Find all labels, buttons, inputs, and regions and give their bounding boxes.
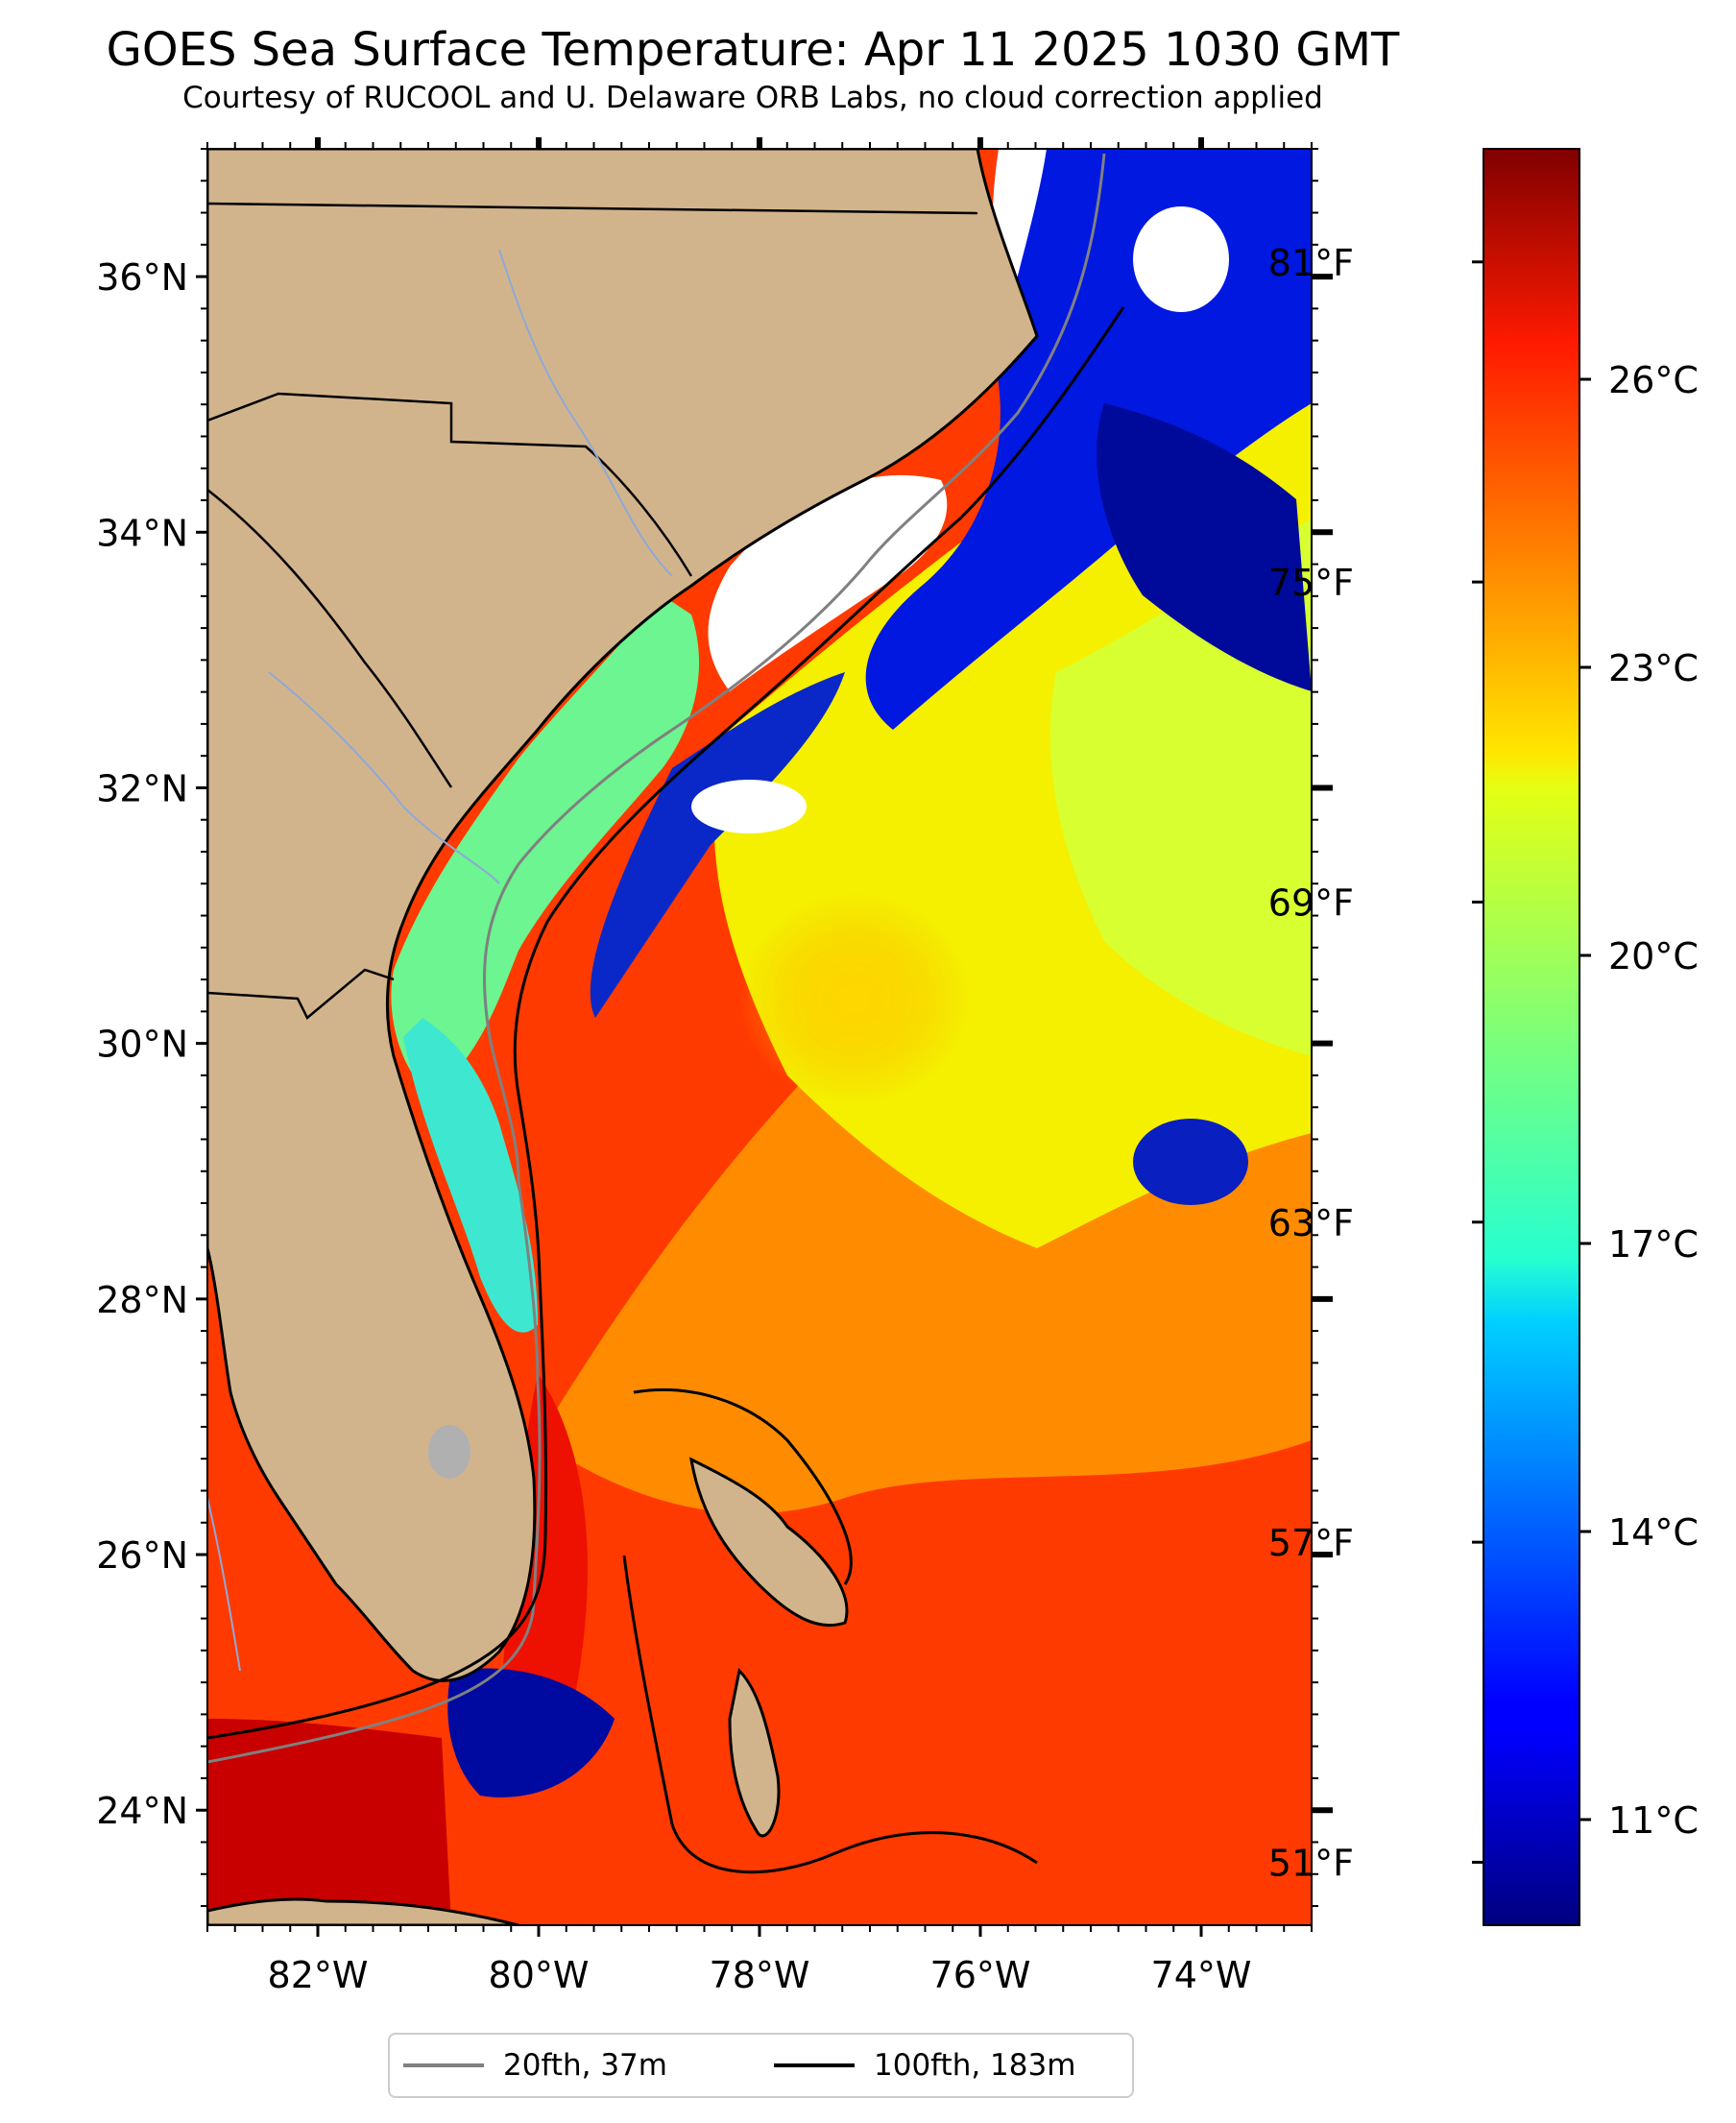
- lat-tick-label: 36°N: [96, 256, 188, 299]
- isobath-bahamas-bank: [622, 1388, 1038, 1874]
- colorbar-f-label: 51°F: [1268, 1842, 1354, 1884]
- lon-tick-label: 80°W: [489, 1954, 590, 1996]
- legend-swatch-20fth: [403, 2063, 484, 2067]
- sst-map: [207, 149, 1312, 1925]
- sst-cold-keys: [447, 1668, 615, 1797]
- legend-item-20fth: 20fth, 37m: [403, 2035, 667, 2096]
- sst-cold-patch-east: [1133, 1119, 1248, 1205]
- colorbar-c-label: 11°C: [1608, 1799, 1699, 1842]
- rivers: [207, 249, 673, 1672]
- legend-swatch-100fth: [774, 2063, 855, 2067]
- isobath-100fth: [207, 306, 1125, 1740]
- state-border-ga-fl: [207, 968, 395, 1020]
- cloud-mask-north: [1133, 206, 1229, 312]
- map-tick-labels: 82°W 80°W 78°W 76°W 74°W 36°N 34°N 32°N 30°N 28°N…: [96, 256, 1251, 1996]
- lake-okeechobee: [428, 1425, 470, 1479]
- colorbar-ticks: 26°C 23°C 20°C 17°C 14°C 11°C 81°F 75°F 69°F 63°F…: [1268, 242, 1699, 1885]
- sst-darkred: [207, 1719, 451, 1925]
- colorbar-f-label: 81°F: [1268, 242, 1354, 284]
- sst-shelf-cyan: [403, 1018, 538, 1333]
- land-southeast-us: [207, 149, 1039, 1682]
- sst-red-straits: [499, 1373, 588, 1719]
- chart-title: GOES Sea Surface Temperature: Apr 11 202…: [106, 23, 1400, 77]
- sst-cold-front: [590, 672, 845, 1018]
- lon-tick-label: 78°W: [710, 1954, 810, 1996]
- lat-tick-label: 32°N: [96, 767, 188, 809]
- colorbar-c-label: 20°C: [1608, 935, 1699, 977]
- sst-shelf-green: [391, 595, 700, 1095]
- colorbar-c-label: 26°C: [1608, 359, 1699, 401]
- state-border-nc-sc: [207, 392, 693, 577]
- land-bahamas-andros: [728, 1667, 781, 1838]
- state-border-va-nc: [207, 202, 978, 215]
- lat-tick-label: 34°N: [96, 512, 188, 554]
- colorbar-c-label: 14°C: [1608, 1511, 1699, 1554]
- cloud-mask-mid: [691, 780, 807, 833]
- colorbar-f-label: 63°F: [1268, 1202, 1354, 1244]
- colorbar-f-label: 57°F: [1268, 1522, 1354, 1564]
- warm-eddy: [739, 893, 970, 1104]
- colorbar-f-label: 75°F: [1268, 562, 1354, 604]
- lat-tick-label: 26°N: [96, 1534, 188, 1577]
- state-border-sc-ga: [207, 489, 453, 788]
- colorbar-c-label: 17°C: [1608, 1223, 1699, 1266]
- lat-tick-label: 24°N: [96, 1790, 188, 1832]
- lat-tick-label: 30°N: [96, 1024, 188, 1066]
- lat-tick-label: 28°N: [96, 1279, 188, 1321]
- colorbar-c-label: 23°C: [1608, 647, 1699, 689]
- sst-cold-offshore: [1097, 403, 1312, 691]
- colorbar: [1483, 148, 1580, 1926]
- isobath-20fth: [207, 153, 1106, 1764]
- chart-subtitle: Courtesy of RUCOOL and U. Delaware ORB L…: [182, 81, 1323, 115]
- lon-tick-label: 82°W: [268, 1954, 369, 1996]
- legend-item-100fth: 100fth, 183m: [774, 2035, 1075, 2096]
- lon-tick-label: 76°W: [930, 1954, 1031, 1996]
- legend-label-100fth: 100fth, 183m: [874, 2048, 1076, 2083]
- land-bahamas-abaco: [689, 1457, 849, 1628]
- legend: 20fth, 37m 100fth, 183m: [388, 2033, 1134, 2098]
- land-cuba-edge: [207, 1897, 519, 1925]
- map-ticks: [196, 137, 1333, 1937]
- lon-tick-label: 74°W: [1151, 1954, 1252, 1996]
- colorbar-f-label: 69°F: [1268, 881, 1354, 924]
- legend-label-20fth: 20fth, 37m: [503, 2048, 667, 2083]
